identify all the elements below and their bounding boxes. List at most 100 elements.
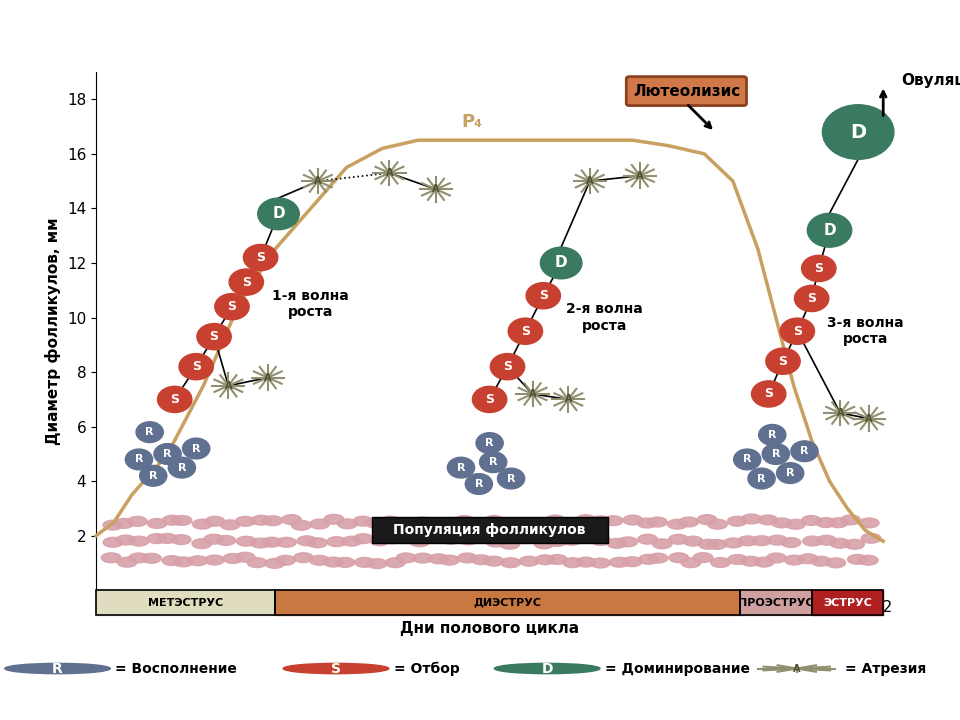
Ellipse shape [648,517,667,527]
Ellipse shape [102,553,121,563]
Circle shape [766,348,801,374]
Circle shape [244,244,277,271]
Text: D: D [851,122,866,142]
Text: S: S [814,262,824,275]
Text: S: S [793,325,802,338]
Ellipse shape [354,557,374,567]
Text: S: S [521,325,530,338]
Ellipse shape [563,519,582,529]
Ellipse shape [307,538,327,548]
Ellipse shape [473,518,492,528]
Text: R: R [757,474,766,484]
Ellipse shape [728,554,748,564]
Circle shape [179,354,213,379]
Text: S: S [228,300,236,313]
Ellipse shape [738,536,757,546]
Text: R: R [457,463,466,472]
Ellipse shape [281,515,301,525]
Ellipse shape [535,539,554,549]
Text: 3-я волна
роста: 3-я волна роста [827,316,903,346]
Text: Лютеолизис: Лютеолизис [633,84,740,99]
Text: A: A [314,176,322,186]
Ellipse shape [610,557,629,567]
Text: 2-я волна
роста: 2-я волна роста [565,302,642,333]
Ellipse shape [547,554,567,564]
Ellipse shape [484,516,504,526]
Text: D: D [824,222,836,238]
Ellipse shape [458,553,477,563]
Ellipse shape [637,534,658,544]
Ellipse shape [324,557,344,567]
Ellipse shape [396,553,416,563]
Ellipse shape [500,539,519,549]
Ellipse shape [607,539,627,548]
Circle shape [795,285,828,312]
Ellipse shape [400,518,420,528]
Circle shape [215,294,250,320]
Ellipse shape [697,515,717,524]
Text: S: S [503,360,512,373]
Text: R: R [489,457,497,467]
Ellipse shape [858,555,878,565]
Ellipse shape [128,516,147,526]
Circle shape [497,468,525,489]
Ellipse shape [440,555,459,565]
Text: A: A [793,664,801,673]
Ellipse shape [103,537,123,547]
Circle shape [447,457,474,478]
Ellipse shape [366,518,385,528]
Circle shape [126,449,153,470]
Ellipse shape [622,557,642,567]
Text: R: R [801,446,808,456]
Ellipse shape [710,557,731,567]
Ellipse shape [742,514,761,524]
Text: R: R [768,430,777,440]
Ellipse shape [235,552,255,562]
Ellipse shape [103,521,123,530]
Ellipse shape [576,557,596,567]
Ellipse shape [515,520,534,530]
Ellipse shape [681,558,701,567]
Text: R: R [163,449,172,459]
Ellipse shape [262,537,281,547]
X-axis label: Дни полового цикла: Дни полового цикла [400,621,579,636]
Circle shape [491,354,525,379]
Ellipse shape [826,558,846,568]
Ellipse shape [669,553,688,562]
Text: A: A [264,372,272,382]
Ellipse shape [324,514,344,524]
Circle shape [257,198,300,230]
Text: D: D [273,207,285,221]
Ellipse shape [162,516,182,525]
Text: R: R [507,474,516,484]
Ellipse shape [220,520,240,530]
Ellipse shape [669,534,688,544]
Ellipse shape [114,518,133,528]
Circle shape [802,256,836,282]
Ellipse shape [781,538,801,547]
Ellipse shape [410,537,429,546]
Ellipse shape [428,534,447,544]
Ellipse shape [292,521,311,530]
Ellipse shape [157,534,178,544]
Text: R: R [786,468,795,478]
Text: ЭСТРУС: ЭСТРУС [823,598,872,608]
Ellipse shape [204,555,225,565]
Ellipse shape [653,539,672,549]
Ellipse shape [188,556,207,566]
Circle shape [540,247,582,279]
Text: = Атрезия: = Атрезия [845,662,926,675]
Ellipse shape [247,558,267,567]
Text: A: A [529,389,537,399]
Ellipse shape [536,555,555,564]
Text: A: A [836,408,844,418]
Circle shape [283,663,389,674]
Ellipse shape [471,555,491,564]
Ellipse shape [708,519,728,529]
Ellipse shape [667,519,687,529]
Text: 1-я волна
роста: 1-я волна роста [273,289,349,319]
Text: ДИЭСТРУС: ДИЭСТРУС [473,598,541,608]
Text: R: R [743,454,752,464]
Ellipse shape [353,516,372,526]
Ellipse shape [576,515,595,525]
